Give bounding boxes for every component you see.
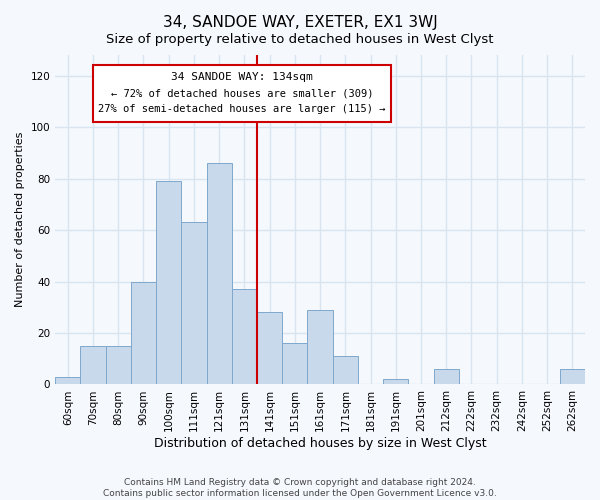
Text: Size of property relative to detached houses in West Clyst: Size of property relative to detached ho… [106, 32, 494, 46]
Bar [282, 344, 307, 384]
Bar [131, 282, 156, 385]
Bar [181, 222, 206, 384]
Bar [383, 380, 409, 384]
Bar [332, 356, 358, 384]
Text: 34, SANDOE WAY, EXETER, EX1 3WJ: 34, SANDOE WAY, EXETER, EX1 3WJ [163, 15, 437, 30]
Bar [307, 310, 332, 384]
Bar [80, 346, 106, 385]
X-axis label: Distribution of detached houses by size in West Clyst: Distribution of detached houses by size … [154, 437, 487, 450]
Bar [206, 163, 232, 384]
Y-axis label: Number of detached properties: Number of detached properties [15, 132, 25, 308]
Bar [156, 181, 181, 384]
Bar [560, 369, 585, 384]
Text: 34 SANDOE WAY: 134sqm: 34 SANDOE WAY: 134sqm [171, 72, 313, 83]
Bar [434, 369, 459, 384]
Bar [55, 376, 80, 384]
Bar [232, 289, 257, 384]
Bar [106, 346, 131, 385]
Bar [257, 312, 282, 384]
Text: Contains HM Land Registry data © Crown copyright and database right 2024.
Contai: Contains HM Land Registry data © Crown c… [103, 478, 497, 498]
Text: ← 72% of detached houses are smaller (309): ← 72% of detached houses are smaller (30… [110, 88, 373, 99]
Text: 27% of semi-detached houses are larger (115) →: 27% of semi-detached houses are larger (… [98, 104, 386, 114]
FancyBboxPatch shape [93, 66, 391, 122]
